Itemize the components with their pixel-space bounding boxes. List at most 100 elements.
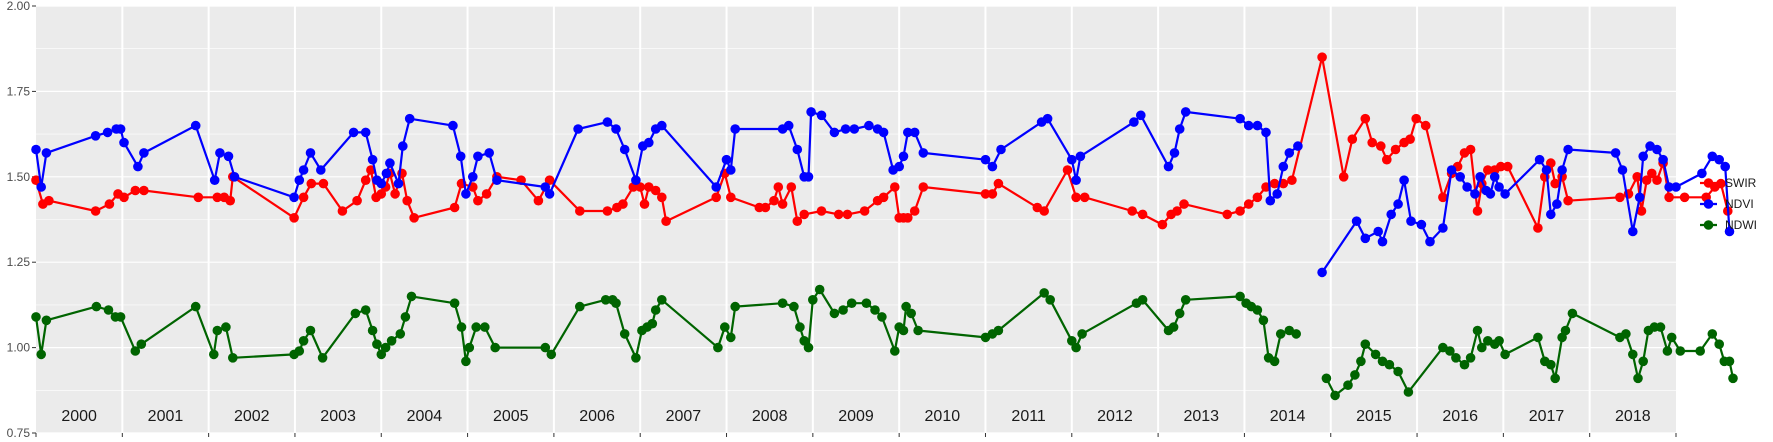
swir-point [1502,161,1513,172]
ndvi-point [544,189,555,199]
ndwi-point [611,298,621,309]
ndvi-point [1489,172,1500,182]
ndvi-point [1265,195,1276,206]
ndwi-point [1546,359,1556,370]
ndwi-point [91,301,102,312]
ndvi-point [894,161,904,172]
ndvi-point [31,144,41,155]
swir-point [193,192,204,203]
ndwi-point [372,339,382,350]
ndwi-point [546,349,557,360]
y-tick-label: 2.00 [7,0,31,13]
ndvi-point [1136,110,1146,121]
swir-point [1338,172,1349,182]
swir-point [298,192,309,203]
ndvi-point [1534,154,1545,165]
swir-point [575,206,585,216]
swir-point [769,195,779,206]
ndvi-point [1169,148,1180,158]
ndwi-point [1235,291,1245,302]
ndwi-point [1384,359,1395,370]
ndwi-point [713,342,723,353]
ndwi-point [631,353,641,363]
swir-point [473,195,483,206]
ndvi-point [229,172,240,182]
ndvi-point [1377,236,1388,247]
ndvi-point [631,175,641,185]
ndwi-point [1370,349,1381,360]
major-gridlines [36,5,1676,434]
ndwi-point [1445,346,1455,356]
ndwi-point [350,308,361,319]
swir-point [119,192,129,203]
year-label: 2001 [148,408,184,425]
ndvi-point [878,127,889,138]
ndvi-point [816,110,827,121]
year-label: 2015 [1356,408,1392,425]
ndvi-point [1500,189,1510,199]
legend-point [1703,178,1714,188]
ndvi-point [806,107,816,117]
swir-point [1411,113,1421,124]
swir-point [1347,134,1358,144]
ndvi-point [41,148,52,158]
swir-point [1269,178,1280,189]
year-label: 2005 [493,408,529,425]
ndwi-point [1077,329,1087,339]
swir-point [842,209,853,220]
ndwi-point [1728,373,1738,384]
ndwi-point [1533,332,1543,343]
ndvi-point [1284,148,1295,158]
ndvi-point [1278,161,1289,172]
ndvi-point [139,148,149,158]
ndwi-point [1633,373,1643,384]
ndvi-point [1235,113,1245,124]
ndvi-point [619,144,630,155]
ndwi-point [103,305,114,315]
swir-point [1079,192,1090,203]
legend-label: NDVI [1725,197,1754,211]
ndwi-point [406,291,417,302]
swir-point [1636,206,1647,216]
ndvi-point [980,154,991,165]
swir-point [1533,223,1543,233]
swir-point [602,206,613,216]
ndvi-point [644,137,654,148]
swir-point [1472,206,1483,216]
ndwi-point [901,301,911,312]
swir-point [777,199,788,209]
ndvi-point [1494,182,1504,192]
ndwi-point [838,305,848,315]
year-label: 2012 [1097,408,1133,425]
ndvi-point [1293,141,1303,151]
ndwi-point [1180,295,1191,305]
ndwi-point [1174,308,1185,319]
ndwi-point [829,308,840,319]
ndvi-point [1446,165,1457,175]
swir-point [1252,192,1263,203]
ndvi-point [1243,120,1254,131]
ndwi-point [1039,288,1049,298]
ndvi-point [711,182,721,192]
legend-item-ndvi: NDVI [1700,197,1754,211]
ndwi-point [1343,380,1353,391]
swir-point [402,195,413,206]
ndvi-point [367,154,378,165]
ndvi-point [1557,165,1567,175]
ndwi-point [1500,349,1510,360]
ndvi-point [1628,226,1638,237]
ndvi-point [918,148,929,158]
ndwi-point [41,315,52,326]
ndwi-point [1655,322,1666,332]
ndwi-point [294,346,305,356]
swir-point [1716,178,1726,189]
swir-point [657,192,667,203]
ndvi-point [348,127,359,138]
ndvi-point [1425,236,1435,247]
swir-point [1317,52,1327,62]
ndvi-point [1724,226,1735,237]
ndvi-point [1261,127,1271,138]
swir-point [1039,206,1049,216]
swir-point [1405,134,1415,144]
ndvi-point [1541,165,1552,175]
